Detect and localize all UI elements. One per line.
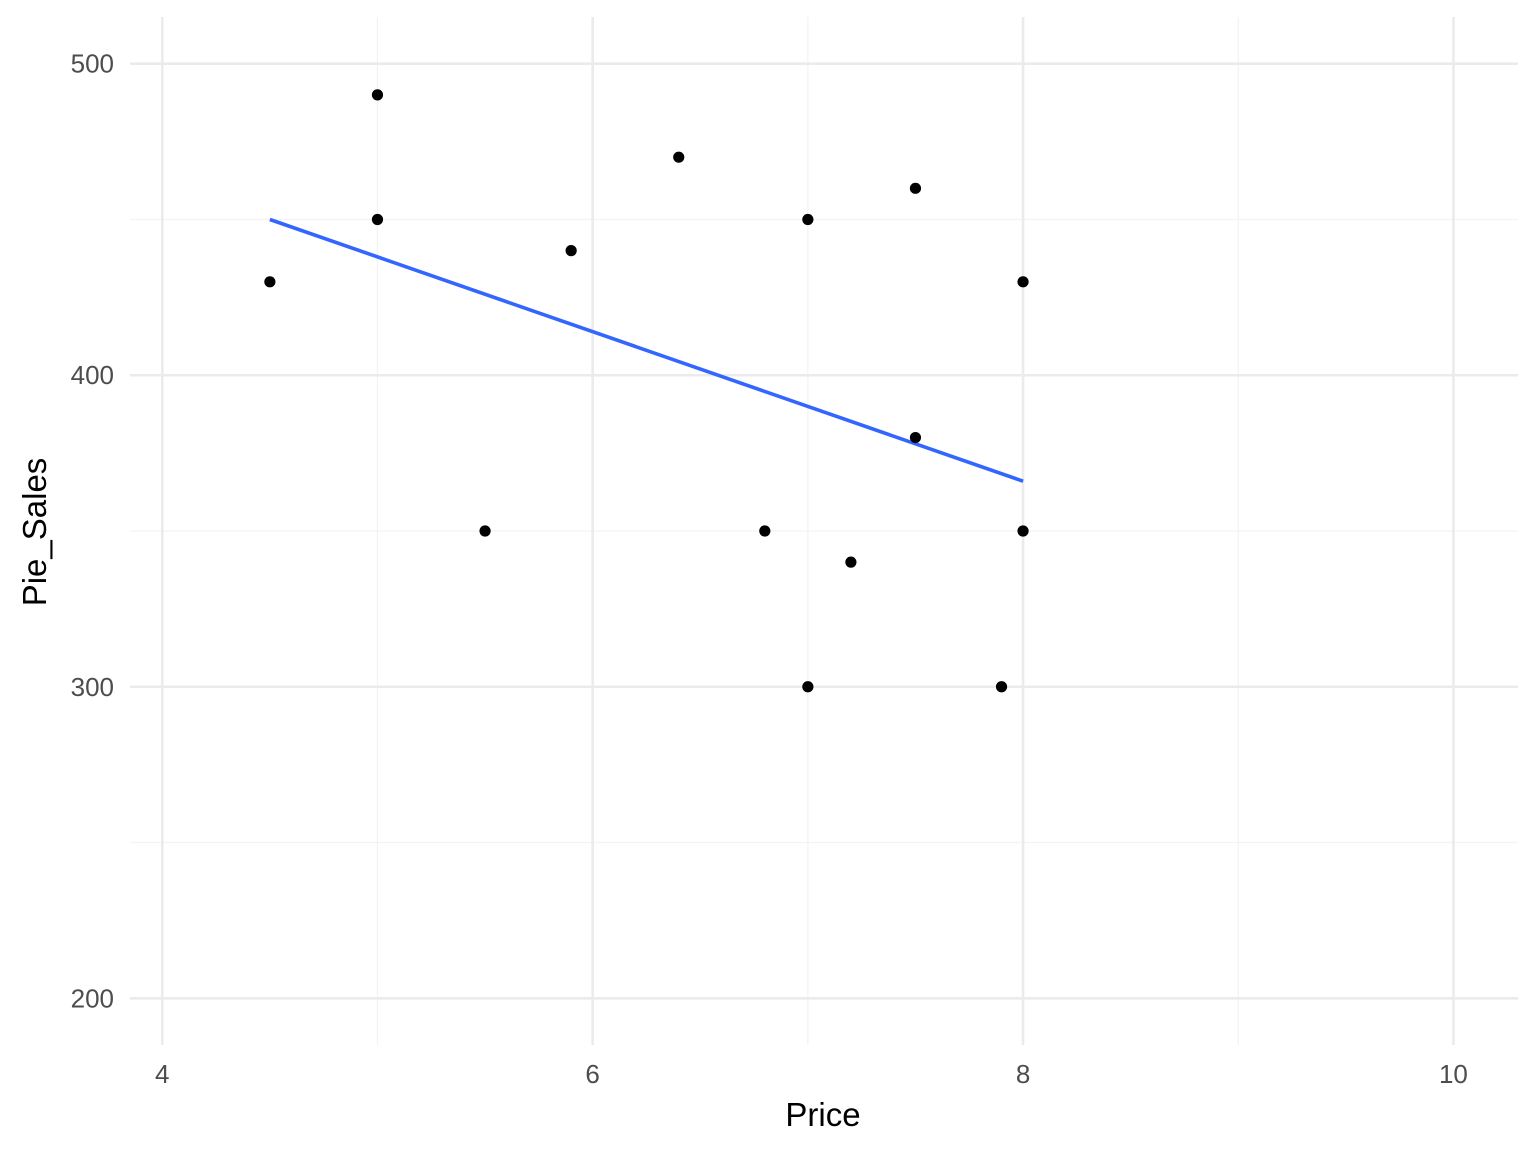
- data-point: [1017, 525, 1029, 537]
- y-axis-tick-labels: 200 300 400 500: [71, 49, 114, 1014]
- y-tick-label: 300: [71, 672, 114, 702]
- y-tick-label: 500: [71, 49, 114, 79]
- data-point: [673, 151, 685, 163]
- data-point: [909, 182, 922, 194]
- data-point: [565, 245, 577, 257]
- data-point: [371, 89, 384, 101]
- data-point: [1017, 276, 1029, 288]
- data-point: [479, 525, 491, 537]
- data-point: [802, 213, 814, 226]
- x-tick-label: 4: [155, 1059, 169, 1089]
- regression-line-layer: [269, 217, 1024, 483]
- regression-line: [269, 217, 1024, 483]
- x-axis-title: Price: [785, 1096, 860, 1133]
- x-tick-label: 8: [1016, 1059, 1030, 1089]
- x-axis-tick-labels: 4 6 8 10: [155, 1059, 1468, 1089]
- x-tick-label: 6: [585, 1059, 599, 1089]
- data-point: [845, 556, 857, 568]
- y-tick-label: 400: [71, 360, 114, 390]
- data-point: [759, 525, 771, 537]
- data-point: [995, 681, 1008, 693]
- data-points-layer: [264, 89, 1029, 693]
- data-point: [264, 276, 276, 288]
- data-point: [371, 213, 384, 226]
- data-point: [909, 431, 922, 444]
- y-axis-title: Pie_Sales: [16, 458, 53, 607]
- x-tick-label: 10: [1439, 1059, 1468, 1089]
- y-tick-label: 200: [71, 983, 114, 1013]
- data-point: [802, 681, 814, 693]
- minor-gridlines: [130, 17, 1518, 1045]
